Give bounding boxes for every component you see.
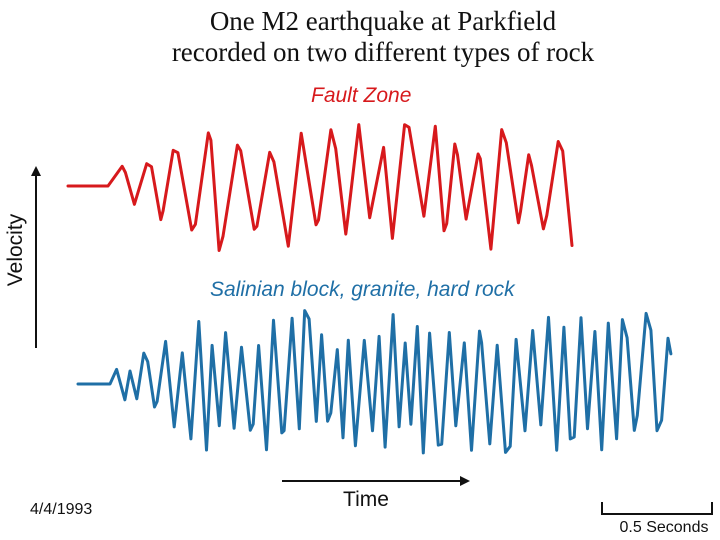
scale-bar bbox=[601, 502, 713, 515]
figure-title-line2: recorded on two different types of rock bbox=[172, 37, 595, 67]
date-label: 4/4/1993 bbox=[30, 501, 92, 518]
fault-zone-label: Fault Zone bbox=[311, 84, 411, 107]
salinian-label: Salinian block, granite, hard rock bbox=[210, 278, 516, 301]
velocity-axis-label: Velocity bbox=[4, 213, 27, 286]
figure-title-line1: One M2 earthquake at Parkfield bbox=[210, 6, 557, 36]
fault-zone-trace bbox=[66, 123, 574, 252]
salinian-trace bbox=[76, 309, 673, 455]
scale-bar-label: 0.5 Seconds bbox=[620, 519, 709, 536]
time-axis-label: Time bbox=[343, 488, 389, 511]
